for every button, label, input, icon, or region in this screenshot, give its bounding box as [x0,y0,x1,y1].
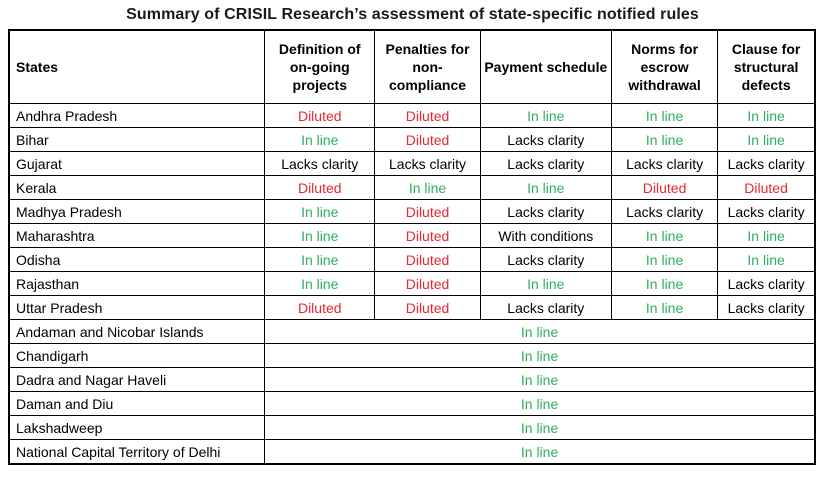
assessment-cell: In line [610,271,719,296]
assessment-cell: Lacks clarity [610,151,719,176]
table-row-merged: Dadra and Nagar Haveli In line [8,367,816,392]
assessment-cell: Lacks clarity [717,199,816,224]
assessment-cell: In line [610,295,719,320]
assessment-cell: In line [610,103,719,128]
assessment-cell-merged: In line [264,439,816,465]
assessment-cell: In line [264,247,376,272]
assessment-table: States Definition of on-going projects P… [8,29,816,465]
assessment-cell: Lacks clarity [610,199,719,224]
state-name: Gujarat [8,151,266,176]
assessment-cell-merged: In line [264,319,816,344]
state-name: Dadra and Nagar Haveli [8,367,266,392]
column-header-defects: Clause for structural defects [717,29,816,104]
table-row-merged: Andaman and Nicobar Islands In line [8,319,816,344]
assessment-cell: Lacks clarity [479,199,612,224]
assessment-cell: In line [374,175,481,200]
column-header-penalties: Penalties for non-compliance [374,29,481,104]
assessment-cell: Diluted [264,103,376,128]
assessment-cell: In line [264,223,376,248]
assessment-cell: Diluted [264,175,376,200]
assessment-cell: In line [610,247,719,272]
assessment-cell: In line [717,247,816,272]
assessment-cell: In line [479,271,612,296]
assessment-cell: Diluted [374,223,481,248]
state-name: National Capital Territory of Delhi [8,439,266,465]
state-name: Odisha [8,247,266,272]
assessment-cell: In line [717,103,816,128]
state-name: Uttar Pradesh [8,295,266,320]
assessment-cell: Lacks clarity [479,127,612,152]
column-header-definition: Definition of on-going projects [264,29,376,104]
assessment-cell: Diluted [374,199,481,224]
table-row: Maharashtra In line Diluted With conditions… [8,223,816,248]
assessment-cell: Diluted [374,247,481,272]
assessment-cell: With conditions [479,223,612,248]
assessment-cell: In line [610,223,719,248]
assessment-cell: In line [479,175,612,200]
state-name: Rajasthan [8,271,266,296]
assessment-cell: Lacks clarity [374,151,481,176]
state-name: Kerala [8,175,266,200]
assessment-cell: Lacks clarity [717,271,816,296]
assessment-cell: Lacks clarity [264,151,376,176]
assessment-cell: Diluted [264,295,376,320]
table-header: States Definition of on-going projects P… [8,29,816,104]
table-row: Uttar Pradesh Diluted Diluted Lacks clarity… [8,295,816,320]
table-row: Andhra Pradesh Diluted Diluted In line In li… [8,103,816,128]
assessment-cell: Diluted [374,271,481,296]
table-row-merged: Daman and Diu In line [8,391,816,416]
assessment-cell: In line [264,271,376,296]
assessment-cell-merged: In line [264,391,816,416]
state-name: Daman and Diu [8,391,266,416]
state-name: Bihar [8,127,266,152]
state-name: Madhya Pradesh [8,199,266,224]
header-row: States Definition of on-going projects P… [8,29,816,104]
assessment-cell: Diluted [717,175,816,200]
table-row-merged: National Capital Territory of Delhi In li… [8,439,816,465]
assessment-cell: Diluted [610,175,719,200]
table-row: Odisha In line Diluted Lacks clarity In line… [8,247,816,272]
assessment-cell: Diluted [374,127,481,152]
table-row: Bihar In line Diluted Lacks clarity In line I… [8,127,816,152]
assessment-cell: Lacks clarity [479,247,612,272]
assessment-cell: Lacks clarity [479,295,612,320]
assessment-cell: Lacks clarity [717,151,816,176]
assessment-cell: Diluted [374,103,481,128]
assessment-cell-merged: In line [264,415,816,440]
assessment-cell: In line [479,103,612,128]
assessment-cell: In line [717,223,816,248]
assessment-cell: Diluted [374,295,481,320]
column-header-states: States [8,29,266,104]
assessment-cell: Lacks clarity [479,151,612,176]
table-row: Gujarat Lacks clarity Lacks clarity Lacks c… [8,151,816,176]
table-row: Rajasthan In line Diluted In line In line Lac… [8,271,816,296]
assessment-cell-merged: In line [264,343,816,368]
column-header-escrow: Norms for escrow withdrawal [610,29,719,104]
table-row: Madhya Pradesh In line Diluted Lacks clarit… [8,199,816,224]
table-row-merged: Lakshadweep In line [8,415,816,440]
assessment-cell-merged: In line [264,367,816,392]
column-header-payment: Payment schedule [479,29,612,104]
table-row: Kerala Diluted In line In line Diluted Dilute… [8,175,816,200]
assessment-cell: In line [264,127,376,152]
assessment-cell: In line [264,199,376,224]
state-name: Andaman and Nicobar Islands [8,319,266,344]
state-name: Lakshadweep [8,415,266,440]
assessment-cell: In line [717,127,816,152]
state-name: Maharashtra [8,223,266,248]
state-name: Chandigarh [8,343,266,368]
page-title: Summary of CRISIL Research’s assessment … [126,6,699,23]
assessment-cell: Lacks clarity [717,295,816,320]
table-row-merged: Chandigarh In line [8,343,816,368]
assessment-cell: In line [610,127,719,152]
state-name: Andhra Pradesh [8,103,266,128]
table-body: Andhra Pradesh Diluted Diluted In line In li… [8,103,816,465]
